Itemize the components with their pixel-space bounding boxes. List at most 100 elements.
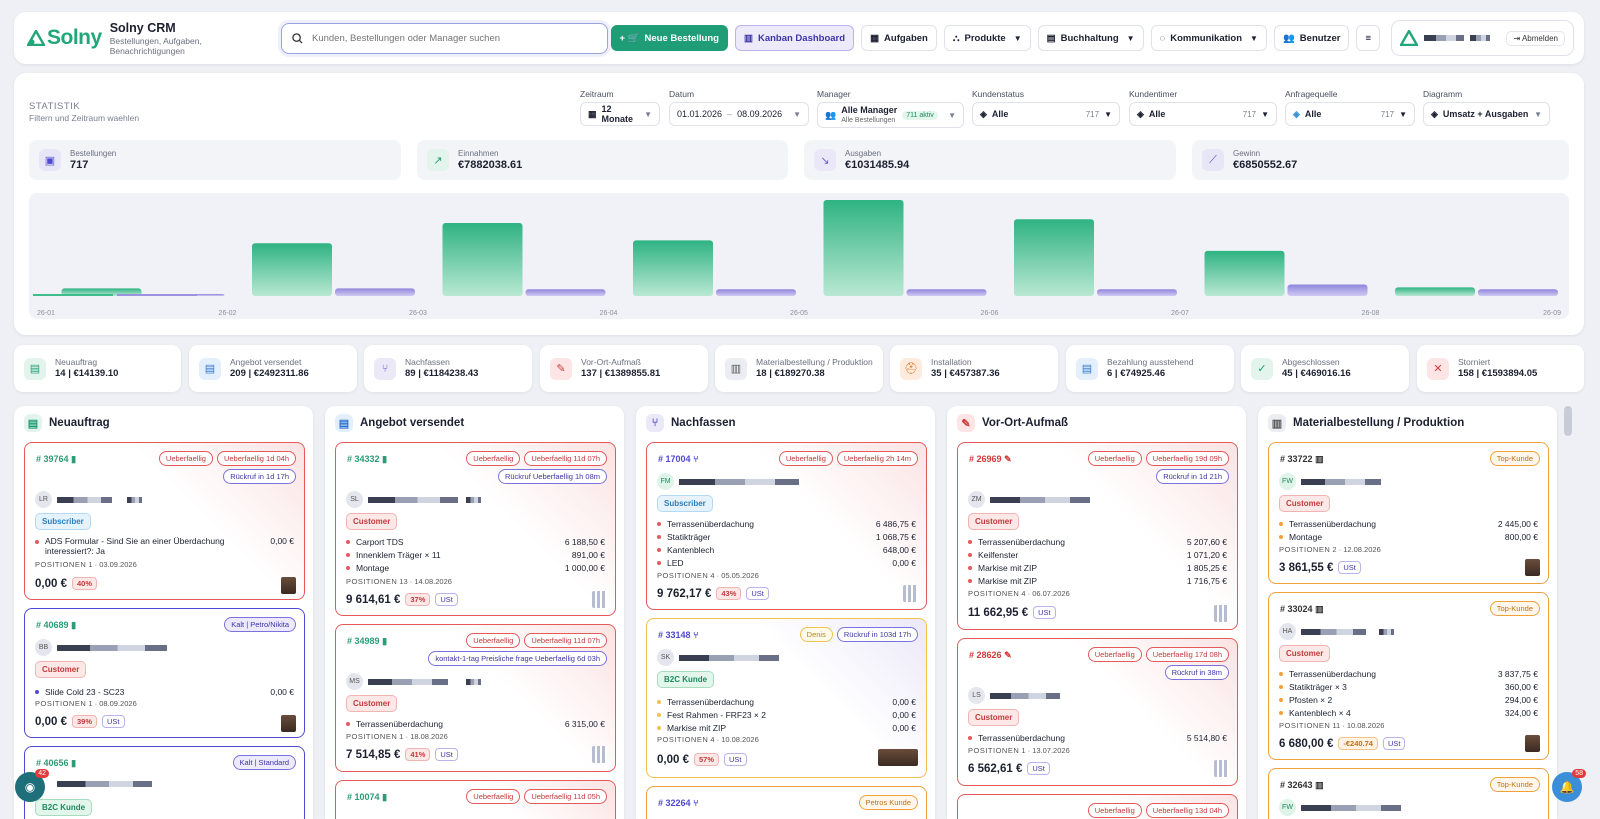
order-id[interactable]: # 28626 — [969, 650, 1002, 660]
kanban-dashboard-button[interactable]: ▥ Kanban Dashboard — [734, 25, 855, 51]
date-range-input[interactable]: 01.01.2026–08.09.2026 ▼ — [669, 102, 809, 126]
order-card[interactable]: # 28626 ✎ Ueberfaellig Ueberfaellig 17d 0… — [957, 638, 1238, 786]
status-summary-payment[interactable]: ▤ Bezahlung ausstehend 6 | €74925.46 — [1066, 345, 1234, 392]
overdue-badge: Ueberfaellig — [1087, 647, 1142, 662]
order-card[interactable]: # 40656 ▮ Kalt | Standard B2C Kunde — [24, 746, 305, 819]
revenue-bar[interactable] — [633, 240, 713, 296]
status-summary-angebot[interactable]: ▤ Angebot versendet 209 | €2492311.86 — [189, 345, 357, 392]
period-select[interactable]: ▦ 12 Monate ▼ — [580, 102, 660, 126]
revenue-bar[interactable] — [33, 294, 113, 296]
order-card[interactable]: # 33148 ⑂ Denis Rückruf in 103d 17h SK B2… — [646, 618, 927, 778]
revenue-bar[interactable] — [823, 200, 904, 296]
customer-timer-select[interactable]: ◈ Alle 717 ▼ — [1129, 102, 1277, 126]
order-id[interactable]: # 26969 — [969, 454, 1002, 464]
kpi-orders-label: Bestellungen — [70, 149, 117, 158]
revenue-bar[interactable] — [442, 223, 523, 296]
settings-button[interactable]: ≡ — [1356, 25, 1380, 51]
order-card[interactable]: # 34989 ▮ Ueberfaellig Ueberfaellig 11d 0… — [335, 624, 616, 772]
order-id[interactable]: # 10074 — [347, 792, 380, 802]
positions-label: POSITIONEN — [968, 589, 1020, 598]
users-button[interactable]: 👥 Benutzer — [1273, 25, 1350, 51]
project-thumbnail[interactable] — [1525, 559, 1540, 576]
expense-bar[interactable] — [117, 294, 197, 296]
project-thumbnail[interactable] — [592, 746, 607, 763]
order-total: 0,00 € — [35, 715, 67, 728]
order-id[interactable]: # 39764 — [36, 454, 69, 464]
status-summary-completed[interactable]: ✓ Abgeschlossen 45 | €469016.16 — [1241, 345, 1409, 392]
order-id[interactable]: # 33024 — [1280, 604, 1313, 614]
positions-count: 1 — [88, 699, 93, 708]
manager-select[interactable]: 👥 Alle Manager Alle Bestellungen 711 aktiv ▼ — [817, 102, 964, 128]
accounting-menu[interactable]: ▤ Buchhaltung ▼ — [1037, 25, 1144, 51]
order-id[interactable]: # 32643 — [1280, 780, 1313, 790]
products-menu[interactable]: ⛬ Produkte ▼ — [943, 25, 1031, 51]
order-id[interactable]: # 34332 — [347, 454, 380, 464]
order-card[interactable]: # 34332 ▮ Ueberfaellig Ueberfaellig 11d 0… — [335, 442, 616, 616]
request-source-select[interactable]: ◈ Alle 717 ▼ — [1285, 102, 1415, 126]
notifications-button[interactable]: 🔔 58 — [1552, 769, 1586, 802]
project-thumbnail[interactable] — [592, 591, 607, 608]
search-box[interactable] — [281, 22, 608, 54]
order-card[interactable]: # 33024 ▥ Top-Kunde HA Customer Terrasse… — [1268, 592, 1549, 760]
expense-bar[interactable] — [1097, 289, 1177, 296]
order-card[interactable]: # 32643 ▥ Top-Kunde FW — [1268, 768, 1549, 819]
order-card[interactable]: # 26969 ✎ Ueberfaellig Ueberfaellig 19d 0… — [957, 442, 1238, 630]
order-date: 10.08.2026 — [721, 735, 759, 744]
project-thumbnail[interactable] — [1525, 735, 1540, 752]
order-id[interactable]: # 33722 — [1280, 454, 1313, 464]
search-input[interactable] — [312, 32, 592, 44]
chat-launcher-button[interactable]: ◉ 42 — [15, 769, 49, 802]
expense-bar[interactable] — [525, 289, 606, 296]
order-id[interactable]: # 32264 — [658, 798, 691, 808]
project-thumbnail[interactable] — [1214, 760, 1229, 777]
order-card[interactable]: # 32264 ⑂ Petros Kunde — [646, 786, 927, 819]
order-card[interactable]: # 40689 ▮ Kalt | Petro/Nikita BB Custome… — [24, 608, 305, 738]
expense-bar[interactable] — [716, 289, 796, 296]
project-thumbnail[interactable] — [281, 715, 296, 732]
status-summary-neuauftrag[interactable]: ▤ Neuauftrag 14 | €14139.10 — [14, 345, 181, 392]
status-summary-installation[interactable]: ⛑ Installation 35 | €457387.36 — [890, 345, 1058, 392]
revenue-bar[interactable] — [1014, 219, 1094, 296]
order-id[interactable]: # 34989 — [347, 636, 380, 646]
order-card[interactable]: # 39764 ▮ Ueberfaellig Ueberfaellig 1d 04… — [24, 442, 305, 600]
logout-button[interactable]: ⇥ Abmelden — [1506, 30, 1565, 46]
users-icon: 👥 — [825, 109, 837, 120]
board-scrollbar[interactable] — [1564, 406, 1572, 436]
revenue-bar[interactable] — [1395, 287, 1475, 296]
order-id[interactable]: # 40689 — [36, 620, 69, 630]
revenue-bar[interactable] — [1204, 250, 1285, 296]
brand-logo[interactable]: Solny — [27, 26, 102, 50]
tasks-button[interactable]: ▦ Aufgaben — [861, 25, 937, 51]
vat-badge: USt — [746, 587, 769, 600]
project-thumbnail[interactable] — [281, 577, 296, 594]
order-id[interactable]: # 40656 — [36, 758, 69, 768]
calendar-icon: ▦ — [588, 108, 597, 119]
order-id[interactable]: # 17004 — [658, 454, 691, 464]
order-card[interactable]: Ueberfaellig Ueberfaellig 13d 04h — [957, 794, 1238, 819]
project-thumbnail[interactable] — [878, 749, 918, 766]
status-summary-cancelled[interactable]: ✕ Storniert 158 | €1593894.05 — [1417, 345, 1584, 392]
customer-status-select[interactable]: ◈ Alle 717 ▼ — [972, 102, 1120, 126]
expense-bar[interactable] — [1478, 289, 1558, 296]
kanban-column-nachfassen: ⑂ Nachfassen # 17004 ⑂ Ueberfaellig Ueberf… — [636, 406, 935, 819]
communication-menu[interactable]: ◌ Kommunikation ▼ — [1150, 25, 1267, 51]
order-card[interactable]: # 17004 ⑂ Ueberfaellig Ueberfaellig 2h 14… — [646, 442, 927, 610]
brand-logo-text: Solny — [47, 26, 102, 49]
overdue-badge: Ueberfaellig — [158, 451, 213, 466]
project-thumbnail[interactable] — [1214, 605, 1229, 622]
order-card[interactable]: # 10074 ▮ Ueberfaellig Ueberfaellig 11d 0… — [335, 780, 616, 819]
order-id[interactable]: # 33148 — [658, 630, 691, 640]
expense-bar[interactable] — [335, 288, 415, 296]
order-card[interactable]: # 33722 ▥ Top-Kunde FW Customer Terrasse… — [1268, 442, 1549, 584]
expense-bar[interactable] — [906, 289, 987, 296]
order-date: 18.08.2026 — [410, 732, 448, 741]
revenue-bar[interactable] — [252, 243, 332, 296]
status-summary-aufmass[interactable]: ✎ Vor-Ort-Aufmaß 137 | €1389855.81 — [540, 345, 708, 392]
status-summary-nachfassen[interactable]: ⑂ Nachfassen 89 | €1184238.43 — [364, 345, 532, 392]
project-thumbnail[interactable] — [903, 585, 918, 602]
chart-type-select[interactable]: ◈ Umsatz + Ausgaben ▼ — [1423, 102, 1550, 126]
positions-count: 2 — [1332, 545, 1337, 554]
new-order-button[interactable]: + 🛒 Neue Bestellung — [610, 25, 728, 51]
status-summary-material[interactable]: ▥ Materialbestellung / Produktion 18 | €1… — [715, 345, 883, 392]
expense-bar[interactable] — [1287, 284, 1368, 296]
